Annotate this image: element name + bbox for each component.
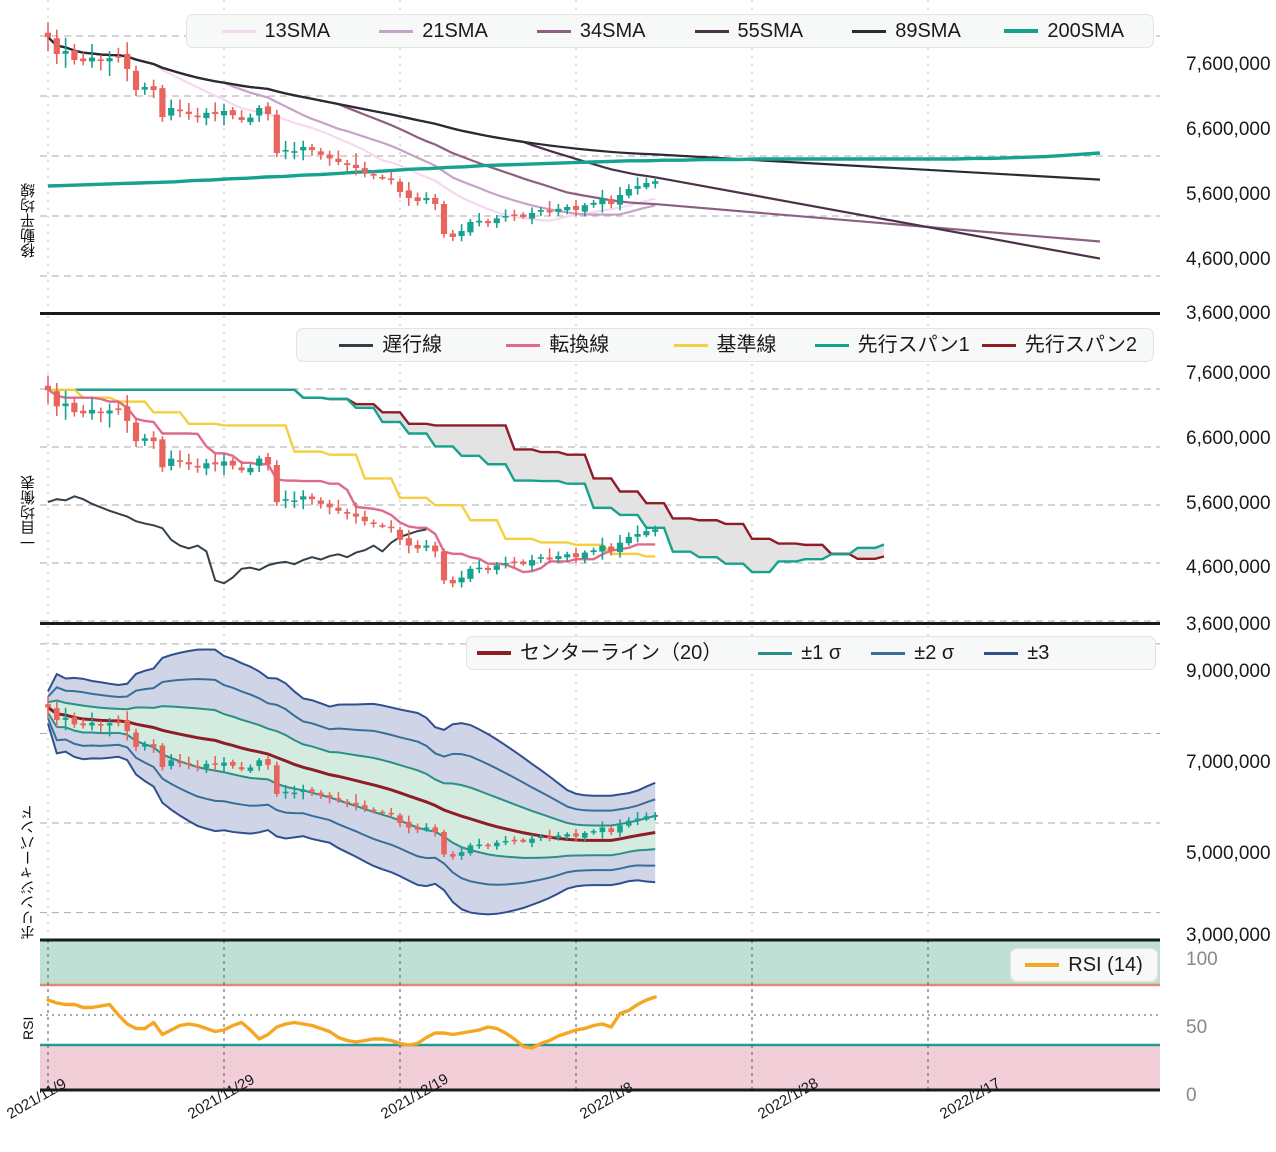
legend-entry-centerline[interactable]: センターライン（20）	[477, 643, 722, 663]
panel3-ytick-0: 9,000,000	[1186, 661, 1271, 682]
panel1-legend[interactable]: 13SMA 21SMA 34SMA 55SMA 89SMA 200SMA	[186, 14, 1154, 48]
legend-entry-34sma[interactable]: 34SMA	[512, 21, 670, 41]
legend-label-sigma3: ±3	[1027, 642, 1050, 664]
legend-line-13sma	[221, 29, 256, 33]
panel4-ytick-1: 50	[1186, 1017, 1208, 1038]
legend-entry-sigma3[interactable]: ±3	[984, 643, 1049, 663]
panel2-ytick-3: 4,600,000	[1186, 557, 1271, 578]
panel4-legend[interactable]: RSI (14)	[1010, 948, 1158, 982]
rsi-plot	[40, 938, 1160, 1092]
legend-label-senkou2: 先行スパン2	[1024, 334, 1137, 356]
legend-label-89sma: 89SMA	[895, 20, 961, 42]
rsi-panel	[0, 932, 1276, 1098]
panel1-ytick-0: 7,600,000	[1186, 54, 1271, 75]
panel-separator-1	[40, 312, 1160, 315]
panel4-ytick-2: 0	[1186, 1085, 1197, 1106]
legend-label-tenkan: 転換線	[549, 334, 610, 356]
legend-entry-sigma2[interactable]: ±2 σ	[871, 643, 954, 663]
panel1-ytick-3: 4,600,000	[1186, 249, 1271, 270]
panel1-ytick-4: 3,600,000	[1186, 303, 1271, 324]
legend-label-chikou: 遅行線	[382, 334, 443, 356]
legend-label-senkou1: 先行スパン1	[857, 334, 970, 356]
legend-entry-200sma[interactable]: 200SMA	[985, 21, 1143, 41]
panel-separator-2	[40, 622, 1160, 625]
legend-line-tenkan	[506, 343, 541, 347]
legend-line-21sma	[379, 29, 414, 33]
ichimoku-panel	[0, 316, 1276, 622]
panel3-ytick-3: 3,000,000	[1186, 925, 1271, 946]
legend-line-sigma1	[758, 651, 793, 655]
panel3-legend[interactable]: センターライン（20） ±1 σ ±2 σ ±3	[466, 636, 1156, 670]
legend-line-senkou1	[814, 343, 849, 347]
panel3-ytick-2: 5,000,000	[1186, 843, 1271, 864]
legend-line-centerline	[477, 651, 511, 655]
ichimoku-plot	[40, 316, 1160, 622]
legend-label-sigma2: ±2 σ	[914, 642, 955, 664]
legend-line-sigma2	[871, 651, 906, 655]
panel2-ytick-2: 5,600,000	[1186, 493, 1271, 514]
legend-entry-55sma[interactable]: 55SMA	[670, 21, 828, 41]
legend-line-senkou2	[981, 343, 1016, 347]
legend-entry-kijun[interactable]: 基準線	[641, 335, 808, 355]
legend-line-chikou	[339, 343, 374, 347]
moving-average-plot	[40, 0, 1160, 312]
legend-entry-senkou2[interactable]: 先行スパン2	[976, 335, 1143, 355]
legend-label-kijun: 基準線	[716, 334, 777, 356]
legend-label-13sma: 13SMA	[264, 20, 331, 42]
legend-line-kijun	[673, 343, 708, 347]
legend-line-34sma	[536, 29, 571, 33]
legend-entry-chikou[interactable]: 遅行線	[307, 335, 474, 355]
legend-label-34sma: 34SMA	[579, 20, 646, 42]
legend-label-centerline: センターライン（20）	[520, 642, 723, 664]
moving-average-panel	[0, 0, 1276, 312]
legend-entry-13sma[interactable]: 13SMA	[197, 21, 355, 41]
legend-label-55sma: 55SMA	[737, 20, 804, 42]
panel2-ytick-0: 7,600,000	[1186, 363, 1271, 384]
legend-line-rsi	[1025, 963, 1060, 967]
legend-label-200sma: 200SMA	[1047, 20, 1125, 42]
panel3-ytick-1: 7,000,000	[1186, 752, 1271, 773]
panel2-ytick-1: 6,600,000	[1186, 428, 1271, 449]
legend-entry-89sma[interactable]: 89SMA	[828, 21, 986, 41]
bollinger-panel	[0, 626, 1276, 932]
panel2-legend[interactable]: 遅行線 転換線 基準線 先行スパン1 先行スパン2	[296, 328, 1154, 362]
panel4-ytick-0: 100	[1186, 949, 1218, 970]
panel1-ytick-2: 5,600,000	[1186, 184, 1271, 205]
legend-label-rsi: RSI (14)	[1068, 954, 1143, 976]
legend-label-sigma1: ±1 σ	[801, 642, 842, 664]
panel2-ytick-4: 3,600,000	[1186, 614, 1271, 635]
legend-label-21sma: 21SMA	[422, 20, 488, 42]
legend-entry-sigma1[interactable]: ±1 σ	[758, 643, 841, 663]
legend-entry-rsi[interactable]: RSI (14)	[1025, 954, 1143, 976]
legend-entry-tenkan[interactable]: 転換線	[474, 335, 641, 355]
legend-entry-senkou1[interactable]: 先行スパン1	[809, 335, 976, 355]
bollinger-plot	[40, 626, 1160, 932]
legend-entry-21sma[interactable]: 21SMA	[355, 21, 513, 41]
legend-line-200sma	[1004, 29, 1039, 33]
legend-line-55sma	[694, 29, 729, 33]
legend-line-89sma	[852, 29, 887, 33]
legend-line-sigma3	[984, 651, 1019, 655]
panel1-ytick-1: 6,600,000	[1186, 119, 1271, 140]
